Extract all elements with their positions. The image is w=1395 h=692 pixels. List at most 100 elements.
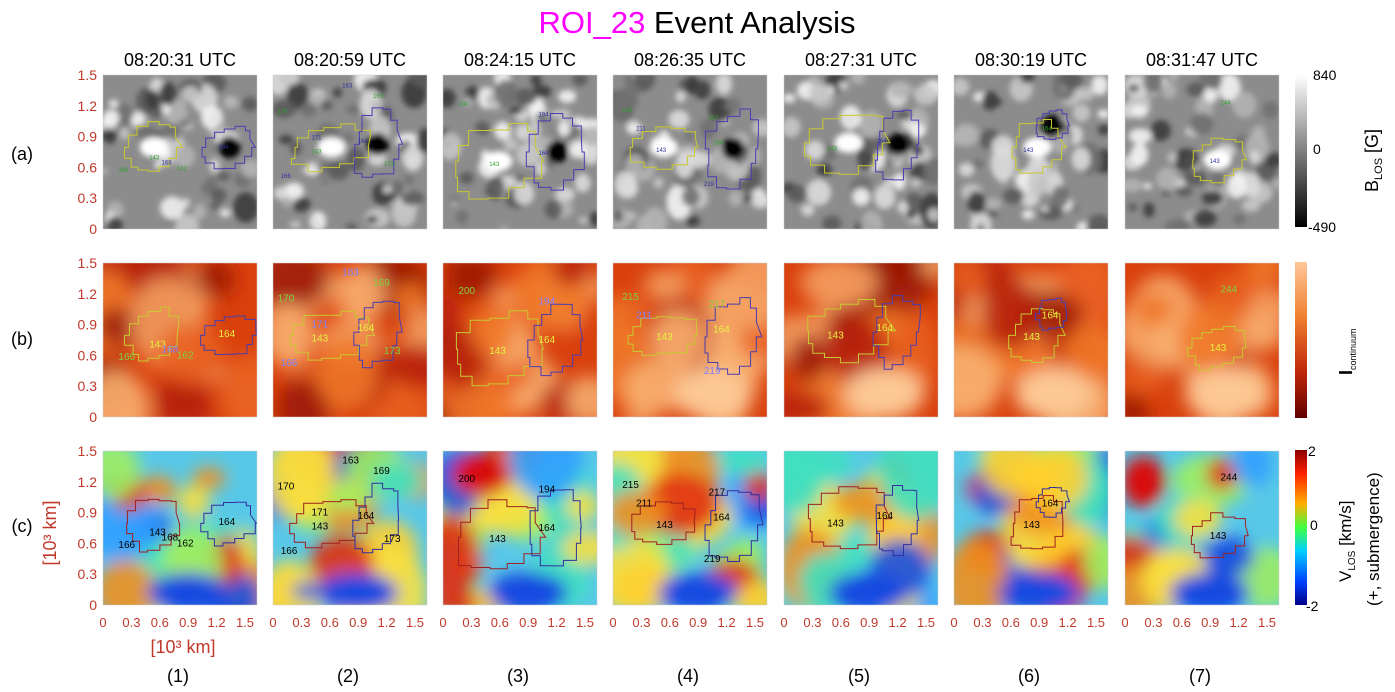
y-tick-label: 0.6 [78, 159, 98, 175]
contour-label: 143 [827, 330, 844, 341]
y-tick-label: 0 [89, 597, 97, 613]
x-tick-label: 0 [780, 615, 787, 630]
contour-label: 143 [149, 156, 160, 162]
column-label-3: (3) [507, 666, 529, 686]
panel-image: 215 211 217 143 164 219 [613, 451, 767, 605]
x-tick-label: 0.3 [973, 615, 991, 630]
colorbar-vlos-max: 2 [1308, 443, 1316, 459]
panel-blos-4: 215 211 217 143 164 219 [612, 74, 768, 230]
colorbar-icont-label: Icontinuum [1336, 328, 1358, 375]
panel-icont-5: 143 164 [783, 262, 939, 418]
contour-label: 164 [876, 511, 893, 522]
x-tick-label: 0.9 [860, 615, 878, 630]
contour-label: 143 [1210, 343, 1227, 354]
contour-label: 215 [622, 108, 633, 114]
x-tick-label: 1.2 [1230, 615, 1248, 630]
contour-label: 163 [342, 455, 359, 466]
x-tick-label: 1.5 [576, 615, 594, 630]
panel-frame [783, 262, 939, 418]
icont-label-main: I [1336, 370, 1356, 375]
panel-frame [272, 450, 428, 606]
row-label-a: (a) [11, 144, 33, 164]
column-time-5: 08:27:31 UTC [805, 50, 917, 70]
y-tick-label: 0.6 [78, 347, 98, 363]
contour-label: 164 [219, 145, 230, 151]
contour-label: 162 [177, 350, 194, 361]
x-tick-label: 0 [439, 615, 446, 630]
contour-164 [525, 113, 585, 191]
contour-label: 169 [373, 94, 384, 100]
x-tick-label: 1.5 [1087, 615, 1105, 630]
row-label-b: (b) [11, 329, 33, 349]
colorbar-vlos-label: VLOS [km/s] [1336, 501, 1358, 582]
contour-label: 164 [876, 139, 887, 145]
contour-label: 164 [358, 323, 375, 334]
contour-label: 164 [358, 511, 375, 522]
contour-label: 143 [149, 340, 166, 351]
contour-label: 217 [708, 116, 719, 122]
panel-frame [612, 450, 768, 606]
x-tick-label: 1.2 [718, 615, 736, 630]
contour-label: 164 [1042, 126, 1053, 132]
contour-164 [527, 303, 584, 377]
panel-blos-3: 200 194 143 164 [442, 74, 598, 230]
panel-image: 164 143 [954, 75, 1108, 229]
panel-image: 200 194 143 164 [443, 451, 597, 605]
contour-label: 143 [656, 520, 673, 531]
contour-label: 143 [312, 150, 323, 156]
contour-label: 211 [636, 498, 652, 509]
contour-label: 166 [118, 540, 135, 551]
contour-143 [627, 316, 698, 356]
x-tick-label: 0.6 [832, 615, 850, 630]
blos-label-main: B [1362, 180, 1382, 192]
contour-label: 200 [458, 102, 469, 108]
contour-label: 164 [219, 517, 236, 528]
y-axis-unit: [10³ km] [40, 500, 60, 565]
contour-label: 164 [713, 140, 724, 146]
x-tick-label: 0 [950, 615, 957, 630]
contour-164 [1034, 297, 1068, 331]
column-label-2: (2) [337, 666, 359, 686]
contour-143 [1190, 512, 1249, 559]
contour-164 [201, 125, 257, 170]
y-tick-label: 1.5 [78, 255, 98, 271]
panel-frame [442, 74, 598, 230]
colorbar-blos-mid: 0 [1313, 141, 1321, 157]
contour-label: 143 [1210, 159, 1221, 165]
panel-image: 244 143 [1125, 451, 1279, 605]
panel-vlos-2: 170 163 169 171 143 164 173 166 [272, 450, 428, 606]
contour-164 [353, 107, 404, 178]
contour-143 [124, 306, 180, 362]
panel-frame [102, 262, 258, 418]
contour-label: 173 [384, 534, 401, 545]
panel-vlos-4: 215 211 217 143 164 219 [612, 450, 768, 606]
panel-image: 143 164 [784, 451, 938, 605]
contour-label: 173 [384, 346, 401, 357]
colorbar-blos-min: -490 [1308, 219, 1336, 235]
contour-label: 219 [704, 554, 721, 565]
contour-label: 143 [656, 148, 667, 154]
y-tick-label: 1.2 [78, 98, 98, 114]
contour-164 [872, 295, 921, 370]
x-tick-label: 0.3 [1144, 615, 1162, 630]
x-tick-label: 0 [609, 615, 616, 630]
colorbar-blos-label: BLOS [G] [1362, 129, 1385, 192]
y-tick-label: 0.6 [78, 535, 98, 551]
vlos-label-main: V [1336, 570, 1355, 582]
contour-143 [629, 126, 699, 170]
column-label-6: (6) [1018, 666, 1040, 686]
panel-vlos-7: 244 143 [1124, 450, 1280, 606]
contour-label: 170 [278, 110, 289, 116]
column-time-2: 08:20:59 UTC [294, 50, 406, 70]
x-tick-label: 0.3 [292, 615, 310, 630]
contour-label: 244 [1220, 284, 1237, 295]
y-tick-label: 1.5 [78, 443, 98, 459]
contour-label: 166 [281, 546, 298, 557]
